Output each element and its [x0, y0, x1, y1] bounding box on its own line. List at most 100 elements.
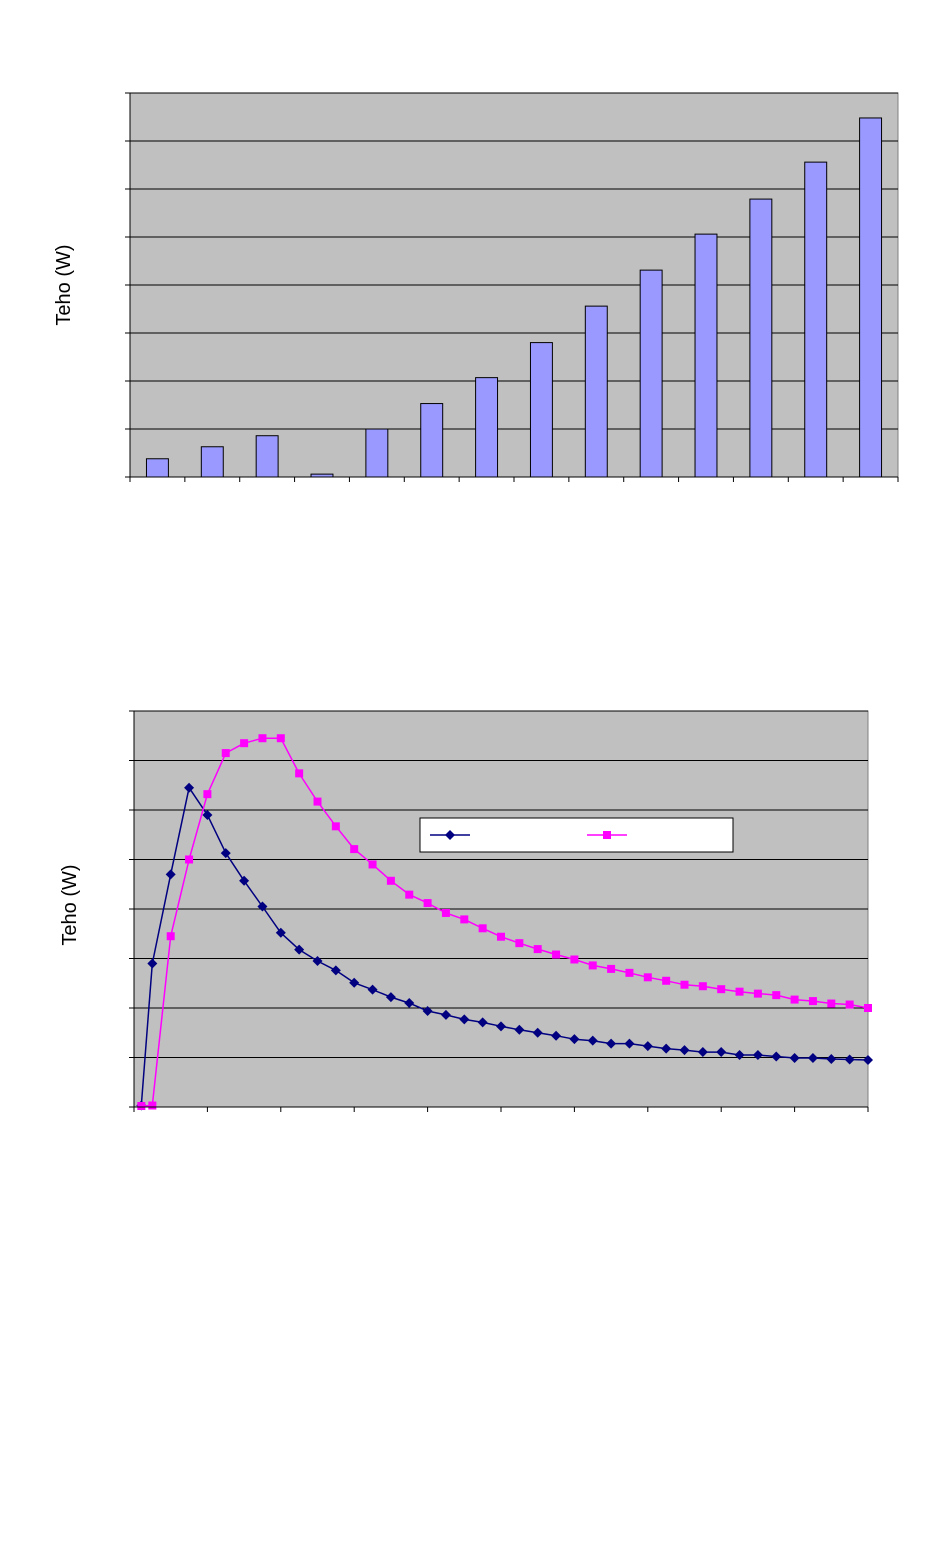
data-point-square — [405, 890, 414, 899]
data-point-square — [735, 987, 744, 996]
data-point-diamond — [734, 1050, 745, 1061]
data-point-diamond — [606, 1038, 617, 1049]
bar — [365, 428, 389, 478]
data-point-square — [368, 860, 377, 869]
data-point-diamond — [587, 1035, 598, 1046]
data-point-diamond — [807, 1052, 818, 1063]
bar — [420, 403, 444, 478]
legend-box — [419, 817, 734, 853]
data-point-diamond — [863, 1054, 873, 1065]
data-point-square — [570, 955, 579, 964]
axes — [129, 710, 869, 1112]
data-point-diamond — [697, 1047, 708, 1058]
data-point-square — [607, 964, 616, 973]
legend — [419, 817, 734, 853]
data-point-diamond — [459, 1014, 470, 1025]
data-point-square — [460, 915, 469, 924]
data-point-diamond — [184, 782, 195, 793]
data-point-square — [515, 939, 524, 948]
data-point-square — [753, 989, 762, 998]
bar — [145, 458, 169, 478]
data-point-square — [845, 1000, 854, 1009]
data-point-diamond — [844, 1054, 855, 1065]
data-point-square — [295, 769, 304, 778]
bars — [145, 117, 883, 478]
data-point-square — [864, 1004, 872, 1012]
data-point-diamond — [422, 1005, 433, 1016]
data-point-square — [643, 973, 652, 982]
data-point-square — [441, 908, 450, 917]
data-point-square — [772, 991, 781, 1000]
data-point-diamond — [257, 901, 268, 912]
bar — [200, 446, 224, 478]
bar — [749, 198, 773, 478]
data-point-square — [386, 876, 395, 885]
data-point-square — [588, 961, 597, 970]
data-point-square — [350, 845, 359, 854]
bar — [529, 342, 553, 478]
data-point-square — [497, 932, 505, 941]
line-chart-svg: Teho (W) — [59, 710, 873, 1112]
data-point-square — [313, 797, 322, 806]
y-axis-label: Teho (W) — [59, 864, 81, 945]
data-point-diamond — [202, 809, 213, 820]
data-point-square — [166, 932, 175, 941]
legend-marker-series-b — [603, 831, 611, 839]
data-point-square — [478, 924, 487, 933]
data-point-square — [790, 995, 799, 1004]
data-point-diamond — [716, 1047, 727, 1058]
data-point-square — [680, 980, 689, 989]
bar — [694, 233, 718, 478]
data-point-square — [240, 739, 249, 748]
data-point-diamond — [771, 1051, 782, 1062]
data-point-diamond — [239, 875, 250, 886]
data-point-square — [423, 899, 432, 908]
data-point-square — [552, 950, 561, 959]
data-point-square — [331, 822, 340, 831]
data-point-diamond — [147, 958, 158, 969]
data-point-square — [827, 999, 836, 1008]
data-point-square — [717, 985, 726, 994]
data-point-diamond — [532, 1027, 543, 1038]
bar-chart-svg: Teho (W) — [53, 92, 899, 482]
data-point-square — [137, 1102, 146, 1111]
data-point-square — [533, 945, 542, 954]
data-point-diamond — [752, 1050, 763, 1061]
bar — [584, 305, 608, 478]
data-point-square — [148, 1101, 157, 1110]
data-point-diamond — [826, 1053, 837, 1064]
data-point-diamond — [551, 1030, 562, 1041]
data-point-diamond — [477, 1017, 488, 1028]
data-point-square — [276, 734, 285, 743]
series-lines — [136, 734, 873, 1111]
data-point-square — [221, 749, 230, 758]
bar — [475, 377, 499, 478]
data-point-diamond — [514, 1024, 525, 1035]
data-point-diamond — [349, 977, 360, 988]
data-point-square — [203, 790, 212, 799]
data-point-diamond — [496, 1021, 506, 1032]
bar-chart: Teho (W) — [0, 0, 950, 560]
data-point-diamond — [385, 992, 396, 1003]
axes — [125, 92, 899, 482]
line-chart: Teho (W) — [0, 620, 950, 1180]
data-point-diamond — [440, 1009, 451, 1020]
bar — [639, 269, 663, 478]
data-point-square — [662, 976, 671, 985]
data-point-diamond — [569, 1034, 580, 1045]
data-point-diamond — [220, 848, 231, 859]
data-point-square — [625, 968, 634, 977]
gridlines — [134, 710, 868, 1058]
bar — [255, 435, 279, 478]
data-point-diamond — [642, 1041, 653, 1052]
data-point-diamond — [679, 1045, 690, 1056]
data-point-square — [698, 982, 707, 991]
data-point-diamond — [789, 1052, 800, 1063]
data-point-diamond — [275, 927, 286, 938]
data-point-diamond — [661, 1043, 672, 1054]
data-point-diamond — [312, 955, 323, 966]
data-point-square — [185, 855, 194, 864]
data-point-diamond — [330, 965, 341, 976]
data-point-diamond — [404, 998, 415, 1009]
data-point-diamond — [294, 944, 305, 955]
